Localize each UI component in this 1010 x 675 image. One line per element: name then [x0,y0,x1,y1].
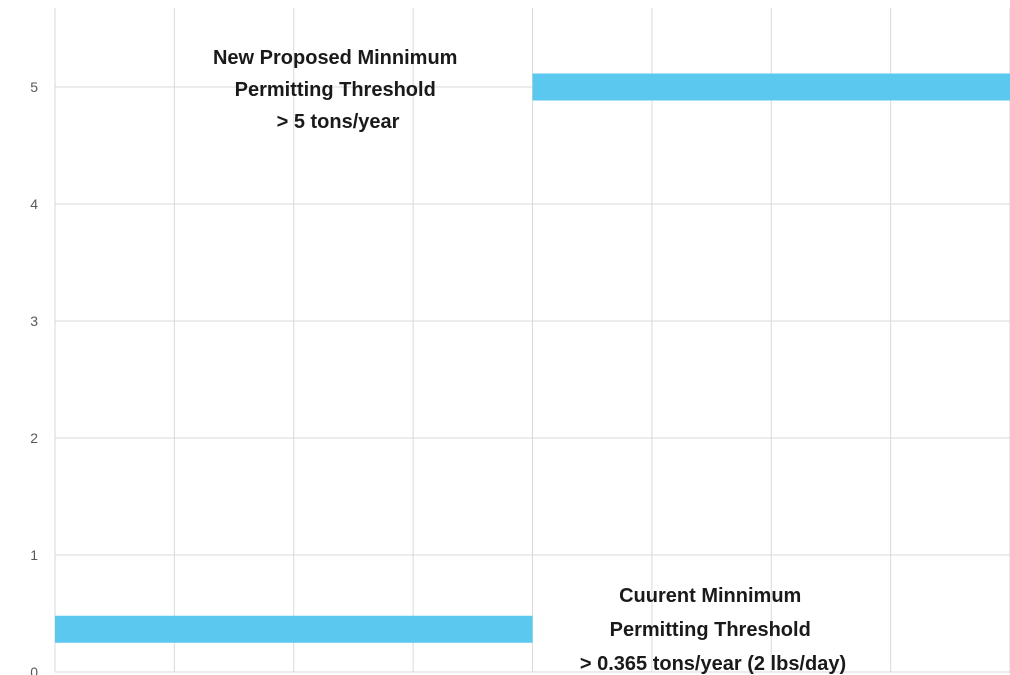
y-tick-label: 5 [30,79,38,95]
annotation-current-line-2: Permitting Threshold [610,619,811,641]
annotation-current-line-3: > 0.365 tons/year (2 lbs/day) [580,653,846,675]
annotation-new-threshold: New Proposed Minnimum Permitting Thresho… [213,47,463,133]
annotation-new-line-3: > 5 tons/year [277,111,400,133]
gridlines [54,8,1010,673]
data-series [55,73,1010,643]
y-tick-label: 3 [30,313,38,329]
y-tick-label: 0 [30,664,38,675]
annotation-current-line-1: Cuurent Minnimum [619,585,801,607]
y-tick-label: 1 [30,547,38,563]
annotation-new-line-2: Permitting Threshold [235,79,436,101]
annotation-current-threshold: Cuurent Minnimum Permitting Threshold > … [580,585,846,675]
y-tick-label: 2 [30,430,38,446]
annotation-new-line-1: New Proposed Minnimum [213,47,457,69]
y-axis-ticks: 0 1 2 3 4 5 [30,79,38,675]
y-tick-label: 4 [30,196,38,212]
